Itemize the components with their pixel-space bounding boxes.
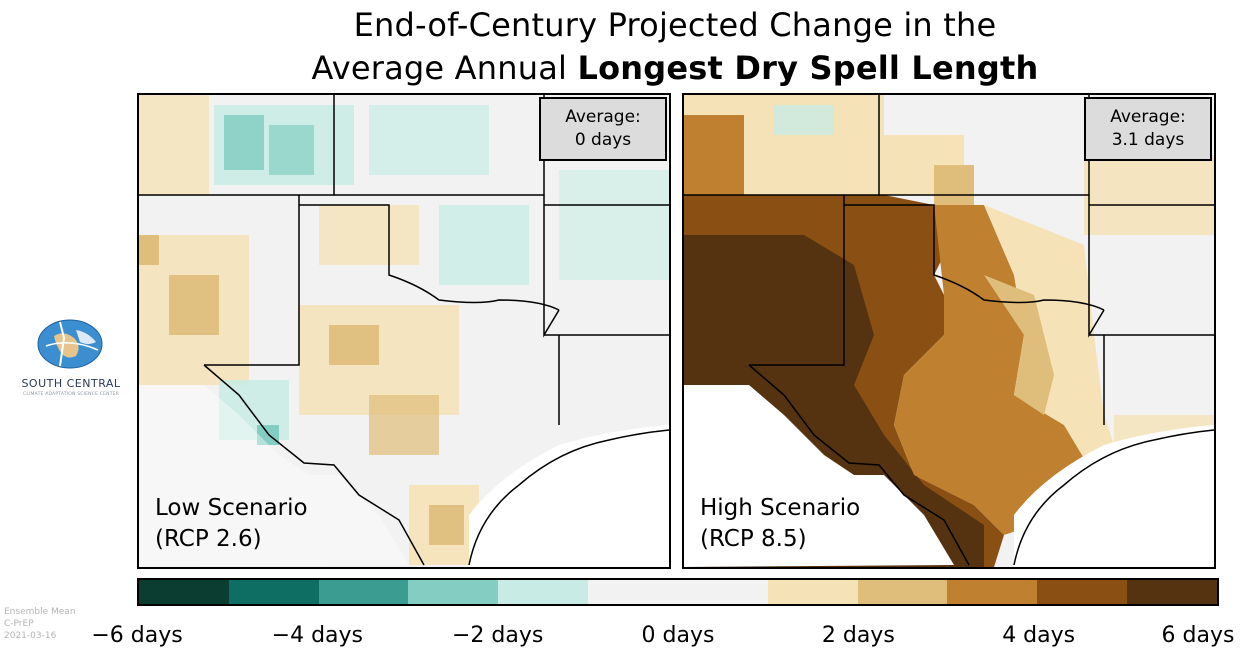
legend-swatch [1127, 580, 1217, 604]
scenario-label: Low Scenario (RCP 2.6) [155, 493, 308, 555]
legend-label: 4 days [1002, 623, 1076, 648]
average-label: Average: [565, 107, 641, 127]
legend-label: 6 days [1161, 623, 1235, 648]
legend-swatch [318, 580, 409, 604]
average-label: Average: [1110, 107, 1186, 127]
average-box: Average: 0 days [539, 97, 667, 161]
scenario-rcp: (RCP 2.6) [155, 526, 262, 552]
legend-swatch [498, 580, 589, 604]
legend-label: −4 days [271, 623, 364, 648]
meta-line2: C-PrEP [4, 619, 34, 629]
scenario-name: Low Scenario [155, 495, 308, 521]
map-title-line1: End-of-Century Projected Change in the [353, 6, 997, 44]
legend-labels: −6 days −4 days −2 days 0 days 2 days 4 days 6… [0, 622, 1250, 654]
legend-swatch [947, 580, 1038, 604]
legend-label: −2 days [451, 623, 544, 648]
title-bold-part: Longest Dry Spell Length [577, 49, 1039, 87]
legend-swatch [677, 580, 768, 604]
globe-icon [37, 319, 103, 369]
legend-swatch [767, 580, 858, 604]
average-value: 0 days [574, 130, 632, 150]
metadata-note: Ensemble Mean C-PrEP 2021-03-16 [4, 606, 76, 642]
high-scenario-map-canvas [684, 95, 1214, 567]
scenario-rcp: (RCP 8.5) [700, 526, 807, 552]
average-value: 3.1 days [1111, 130, 1185, 150]
high-scenario-map: Average: 3.1 days High Scenario (RCP 8.5… [682, 93, 1216, 569]
legend-label: 0 days [641, 623, 715, 648]
legend-label: 2 days [821, 623, 895, 648]
legend-swatch [228, 580, 319, 604]
logo-subtitle: CLIMATE ADAPTATION SCIENCE CENTER [22, 392, 120, 397]
legend-label: −6 days [91, 623, 183, 648]
legend-swatch [139, 580, 229, 604]
south-central-logo: SOUTH CENTRAL CLIMATE ADAPTATION SCIENCE… [16, 316, 126, 406]
legend-swatch [408, 580, 499, 604]
map-title-line2: Average Annual Longest Dry Spell Length [150, 49, 1200, 87]
legend-swatch [857, 580, 948, 604]
color-legend [137, 578, 1219, 606]
legend-swatch [588, 580, 678, 604]
legend-swatch [1037, 580, 1128, 604]
scenario-label: High Scenario (RCP 8.5) [700, 493, 860, 555]
meta-line3: 2021-03-16 [4, 631, 57, 641]
scenario-name: High Scenario [700, 495, 861, 521]
average-box: Average: 3.1 days [1084, 97, 1212, 161]
low-scenario-map-canvas [139, 95, 669, 567]
meta-line1: Ensemble Mean [4, 607, 76, 617]
low-scenario-map: Average: 0 days Low Scenario (RCP 2.6) [137, 93, 671, 569]
title-regular-part: Average Annual [311, 49, 578, 87]
logo-name: SOUTH CENTRAL [21, 377, 121, 390]
